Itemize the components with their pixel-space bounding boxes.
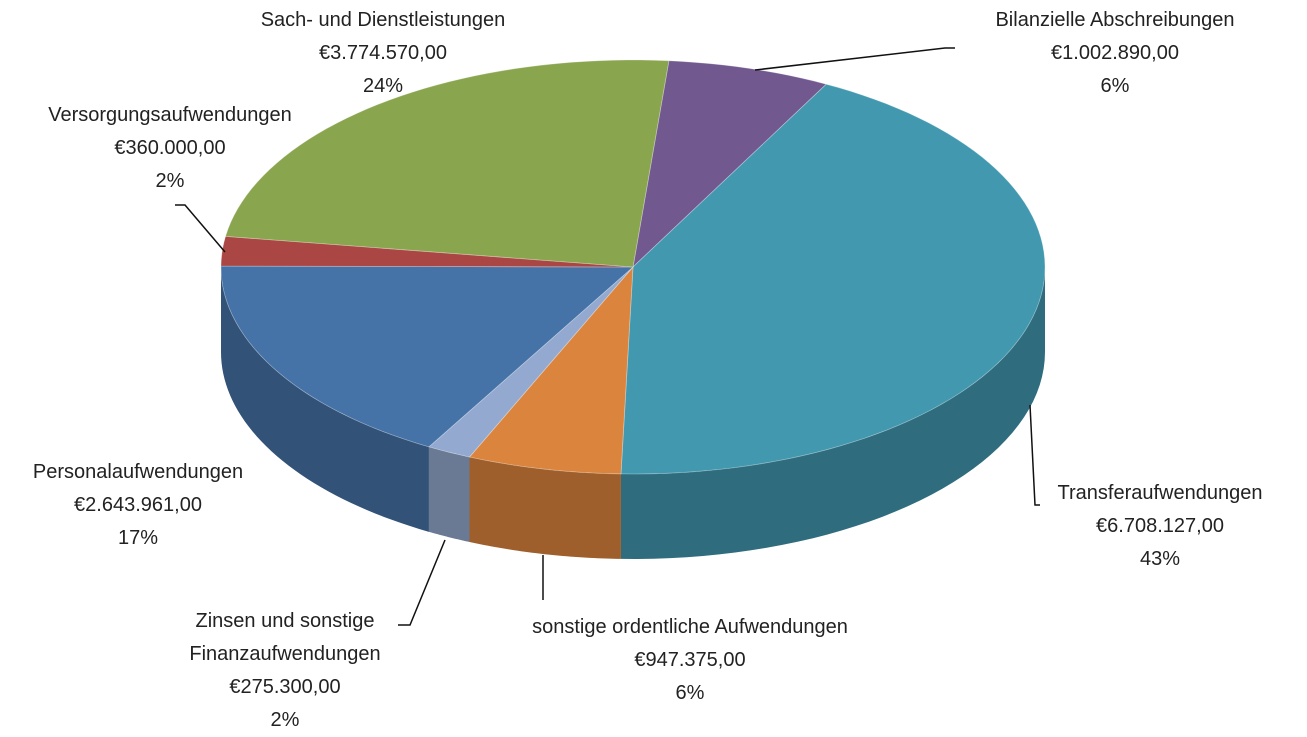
slice-side xyxy=(620,267,1045,559)
leader-line xyxy=(1029,404,1040,506)
leader-line xyxy=(175,204,226,253)
percent-label: 6% xyxy=(675,682,705,704)
data-label: Bilanzielle Abschreibungen €1.002.890,00 6… xyxy=(995,4,1234,103)
value-label: €6.708.127,00 xyxy=(1096,515,1224,537)
category-label: Personalaufwendungen xyxy=(32,461,244,483)
category-label: Versorgungsaufwendungen xyxy=(48,104,292,126)
value-label: €275.300,00 xyxy=(229,676,341,698)
category-label: Sach- und Dienstleistungen xyxy=(260,9,506,31)
slice xyxy=(220,265,635,448)
data-label: Personalaufwendungen €2.643.961,00 17% xyxy=(33,456,243,555)
category-label: Transferaufwendungen xyxy=(1057,482,1263,504)
slice xyxy=(220,235,634,268)
data-label: sonstige ordentliche Aufwendungen €947.37… xyxy=(532,611,848,710)
data-label: Versorgungsaufwendungen €360.000,00 2% xyxy=(48,99,292,198)
slice xyxy=(468,265,634,475)
slice xyxy=(632,60,828,269)
category-label: Zinsen und sonstige Finanzaufwendungen xyxy=(189,610,381,665)
category-label: sonstige ordentliche Aufwendungen xyxy=(532,616,848,638)
value-label: €2.643.961,00 xyxy=(74,494,202,516)
percent-label: 2% xyxy=(155,170,185,192)
slice-side xyxy=(221,267,429,532)
percent-label: 2% xyxy=(270,709,300,731)
data-label: Sach- und Dienstleistungen €3.774.570,00 2… xyxy=(261,4,506,103)
leader-line xyxy=(398,539,446,626)
value-label: €360.000,00 xyxy=(114,137,226,159)
pie xyxy=(220,59,1046,559)
percent-label: 43% xyxy=(1139,548,1181,570)
slice-side xyxy=(469,457,621,559)
value-label: €947.375,00 xyxy=(634,649,746,671)
percent-label: 17% xyxy=(117,527,159,549)
leader-line xyxy=(754,47,955,71)
slice xyxy=(620,83,1046,475)
percent-label: 6% xyxy=(1100,75,1130,97)
data-label: Transferaufwendungen €6.708.127,00 43% xyxy=(1058,477,1263,576)
data-label: Zinsen und sonstige Finanzaufwendungen €2… xyxy=(175,605,395,737)
percent-label: 24% xyxy=(362,75,404,97)
slice-side xyxy=(428,446,470,543)
category-label: Bilanzielle Abschreibungen xyxy=(995,9,1235,31)
slice xyxy=(225,59,670,268)
value-label: €1.002.890,00 xyxy=(1051,42,1179,64)
value-label: €3.774.570,00 xyxy=(319,42,447,64)
